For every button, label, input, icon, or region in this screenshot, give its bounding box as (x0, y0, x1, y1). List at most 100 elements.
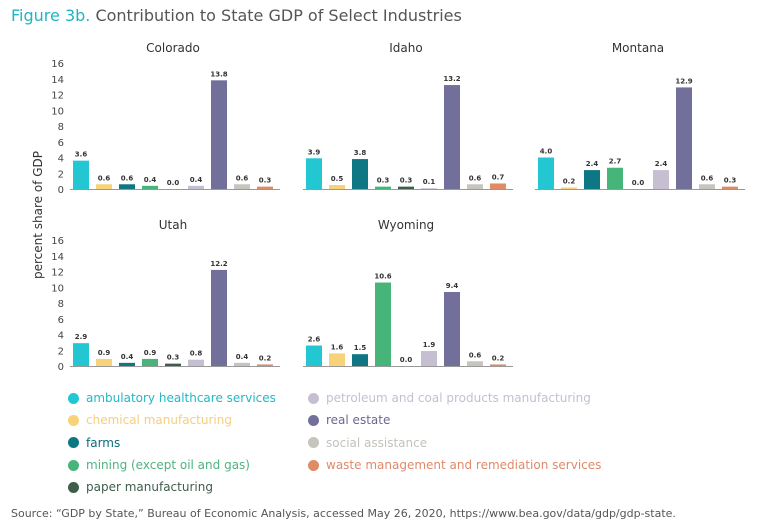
data-label: 0.8 (190, 350, 203, 358)
figure-title: Figure 3b. Contribution to State GDP of … (11, 6, 462, 25)
legend-label: farms (86, 435, 121, 450)
y-tick-label: 12 (51, 268, 64, 279)
bar-idaho-3 (352, 159, 368, 189)
data-label: 13.8 (210, 70, 227, 78)
bar-idaho-4 (375, 186, 391, 189)
bar-idaho-7 (444, 85, 460, 189)
bar-wyoming-2 (329, 353, 345, 366)
y-tick-label: 8 (58, 299, 64, 310)
data-label: 1.6 (331, 343, 344, 351)
data-label: 0.0 (632, 179, 645, 187)
y-tick-label: 8 (58, 122, 64, 133)
data-label: 0.1 (423, 178, 436, 186)
bar-colorado-3 (119, 184, 135, 189)
y-tick-label: 14 (51, 252, 64, 263)
legend-item: paper manufacturing (68, 476, 276, 498)
bar-wyoming-9 (490, 364, 506, 366)
data-label: 2.7 (609, 158, 622, 166)
bar-utah-9 (257, 364, 273, 366)
bar-colorado-2 (96, 184, 112, 189)
legend-item: social assistance (308, 432, 601, 454)
bar-colorado-1 (73, 160, 89, 189)
data-label: 0.9 (98, 349, 111, 357)
y-tick-label: 2 (58, 169, 64, 180)
legend-item: waste management and remediation service… (308, 454, 601, 476)
bar-utah-6 (188, 359, 204, 366)
legend-label: waste management and remediation service… (326, 458, 602, 473)
data-label: 0.7 (492, 173, 505, 181)
data-label: 3.6 (75, 151, 88, 159)
data-label: 0.3 (400, 177, 413, 185)
data-label: 0.9 (144, 349, 157, 357)
bar-montana-3 (584, 170, 600, 189)
panel-title: Montana (612, 41, 664, 55)
y-tick-label: 10 (51, 283, 64, 294)
legend-swatch (68, 481, 79, 493)
bar-montana-2 (561, 187, 577, 189)
data-label: 12.9 (675, 77, 692, 85)
bar-idaho-5 (398, 186, 414, 189)
data-label: 0.6 (469, 174, 482, 182)
data-label: 2.4 (655, 160, 668, 168)
y-tick-label: 16 (51, 59, 64, 70)
bar-montana-4 (607, 167, 623, 189)
y-tick-label: 16 (51, 236, 64, 247)
data-label: 0.4 (236, 353, 249, 361)
y-tick-label: 4 (58, 331, 64, 342)
legend-label: real estate (326, 413, 391, 428)
y-tick-label: 6 (58, 138, 64, 149)
data-label: 1.5 (354, 344, 367, 352)
bar-montana-1 (538, 157, 554, 189)
y-tick-label: 0 (58, 185, 64, 196)
bar-idaho-6 (421, 188, 437, 189)
legend-label: mining (except oil and gas) (86, 458, 250, 473)
figure-label: Figure 3b. (11, 6, 91, 25)
data-label: 0.0 (400, 356, 413, 364)
data-label: 0.3 (377, 177, 390, 185)
legend-item: real estate (308, 409, 601, 431)
data-label: 0.4 (144, 176, 157, 184)
data-label: 0.6 (701, 174, 714, 182)
bar-montana-9 (722, 186, 738, 189)
bar-montana-6 (653, 170, 669, 189)
data-label: 0.0 (167, 179, 180, 187)
data-label: 0.3 (167, 354, 180, 362)
bar-wyoming-8 (467, 361, 483, 366)
bar-utah-5 (165, 363, 181, 366)
bar-wyoming-1 (306, 345, 322, 366)
figure-title-text: Contribution to State GDP of Select Indu… (95, 6, 462, 25)
legend-label: chemical manufacturing (86, 413, 232, 428)
panel-title: Utah (159, 218, 187, 232)
data-label: 3.9 (308, 148, 321, 156)
bar-montana-8 (699, 184, 715, 189)
bar-colorado-7 (211, 80, 227, 189)
bar-montana-7 (676, 87, 692, 189)
legend-swatch (308, 437, 319, 449)
legend-item: ambulatory healthcare services (68, 387, 276, 409)
legend-item: farms (68, 432, 276, 454)
data-label: 4.0 (540, 148, 553, 156)
legend-item: mining (except oil and gas) (68, 454, 276, 476)
y-axis-label: percent share of GDP (31, 151, 45, 279)
legend-label: ambulatory healthcare services (86, 391, 276, 406)
legend-label: paper manufacturing (86, 480, 213, 495)
data-label: 2.4 (586, 160, 599, 168)
bar-colorado-9 (257, 186, 273, 189)
bar-wyoming-3 (352, 354, 368, 366)
data-label: 0.3 (724, 177, 737, 185)
y-tick-label: 12 (51, 91, 64, 102)
bar-utah-7 (211, 269, 227, 366)
legend-swatch (68, 459, 79, 471)
y-tick-label: 6 (58, 315, 64, 326)
bar-colorado-6 (188, 185, 204, 189)
bar-idaho-8 (467, 184, 483, 189)
data-label: 0.6 (469, 351, 482, 359)
legend-swatch (308, 392, 319, 404)
bar-utah-4 (142, 358, 158, 366)
panel-title: Wyoming (378, 218, 434, 232)
legend-swatch (308, 414, 319, 426)
bar-utah-3 (119, 362, 135, 366)
data-label: 0.4 (190, 176, 203, 184)
data-label: 9.4 (446, 282, 459, 290)
legend-swatch (308, 459, 319, 471)
